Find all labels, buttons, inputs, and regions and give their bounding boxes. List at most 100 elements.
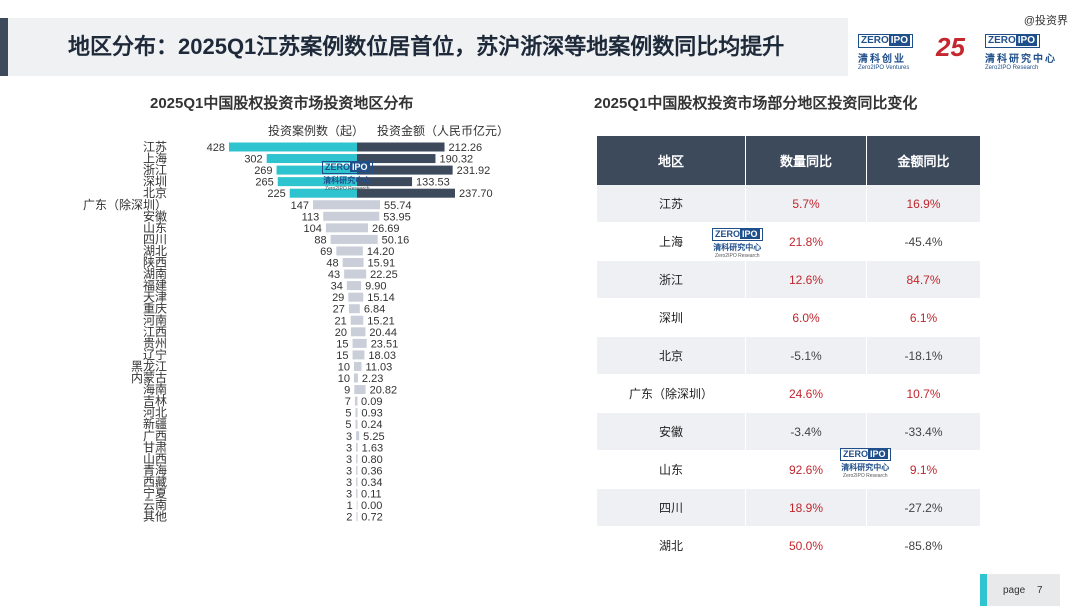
- amount-bar: [357, 234, 378, 244]
- amount-bar: [357, 431, 360, 441]
- count-bar: [348, 292, 357, 302]
- amount-yoy-cell: -85.8%: [866, 526, 980, 565]
- count-value-label: 43: [328, 269, 340, 281]
- region-label: 安徽: [143, 208, 167, 223]
- region-label: 新疆: [143, 416, 167, 431]
- amount-yoy-cell: 84.7%: [866, 260, 980, 299]
- page-accent-bar: [980, 574, 987, 606]
- count-value-label: 147: [291, 200, 309, 212]
- count-value-label: 269: [254, 165, 272, 177]
- count-bar: [325, 223, 357, 233]
- table-header-row: 地区 数量同比 金额同比: [597, 136, 980, 185]
- region-cell: 深圳: [597, 298, 746, 337]
- amount-yoy-cell: 10.7%: [866, 374, 980, 413]
- amount-value-label: 231.92: [457, 165, 491, 177]
- count-value-label: 9: [344, 385, 350, 397]
- region-label: 内蒙古: [131, 370, 167, 385]
- amount-bar: [357, 315, 364, 325]
- amount-bar: [357, 154, 436, 164]
- title-band: [8, 18, 848, 76]
- amount-bar: [357, 327, 366, 337]
- region-cell: 北京: [597, 336, 746, 375]
- watermark: @投资界: [1023, 15, 1068, 27]
- count-bar: [351, 327, 357, 337]
- region-label: 深圳: [143, 175, 167, 189]
- region-label: 山东: [143, 221, 167, 235]
- count-bar: [313, 200, 357, 210]
- count-bar: [356, 489, 357, 498]
- amount-bar: [357, 361, 362, 371]
- count-value-label: 15: [336, 350, 348, 362]
- amount-bar: [357, 396, 358, 406]
- table-watermark-stamp-1: ZERO IPO 清科研究中心 Zero2IPO Research: [712, 228, 763, 259]
- region-cell: 湖北: [597, 526, 746, 565]
- anniversary-25-logo: 25: [936, 32, 965, 62]
- region-label: 河南: [143, 312, 167, 327]
- table-row: 浙江 12.6% 84.7%: [597, 260, 980, 299]
- count-value-label: 3: [346, 442, 352, 454]
- count-value-label: 302: [244, 154, 262, 166]
- amount-value-label: 0.09: [361, 396, 382, 408]
- region-label: 四川: [143, 232, 167, 246]
- amount-value-label: 50.16: [382, 234, 410, 246]
- amount-value-label: 15.21: [367, 315, 395, 327]
- amount-value-label: 0.00: [361, 500, 382, 512]
- count-value-label: 5: [345, 408, 351, 420]
- amount-bar: [357, 477, 358, 487]
- amount-value-label: 6.84: [364, 304, 385, 316]
- amount-yoy-cell: -27.2%: [866, 488, 980, 527]
- amount-value-label: 133.53: [416, 177, 450, 189]
- count-bar: [323, 211, 357, 221]
- amount-bar: [357, 269, 367, 279]
- amount-value-label: 53.95: [383, 211, 411, 223]
- count-yoy-cell: -5.1%: [745, 336, 867, 375]
- count-value-label: 3: [346, 489, 352, 501]
- amount-yoy-cell: -33.4%: [866, 412, 980, 451]
- count-yoy-cell: 24.6%: [745, 374, 867, 413]
- count-value-label: 2: [346, 512, 352, 524]
- header-count-yoy: 数量同比: [745, 136, 867, 185]
- count-bar: [355, 408, 357, 418]
- amount-value-label: 9.90: [365, 281, 386, 293]
- region-label: 其他: [143, 510, 167, 524]
- count-value-label: 1: [347, 500, 353, 512]
- count-value-label: 34: [331, 281, 343, 293]
- count-value-label: 20: [335, 327, 347, 339]
- region-label: 青海: [143, 462, 167, 477]
- amount-value-label: 22.25: [370, 269, 398, 281]
- amount-bar: [357, 373, 358, 383]
- count-value-label: 265: [255, 177, 273, 189]
- count-bar: [350, 315, 357, 325]
- amount-value-label: 0.24: [361, 419, 382, 431]
- region-label: 江苏: [143, 140, 167, 154]
- header-region: 地区: [597, 136, 746, 185]
- region-label: 重庆: [143, 302, 167, 316]
- table-row: 湖北 50.0% -85.8%: [597, 526, 980, 565]
- count-yoy-cell: 5.7%: [745, 185, 867, 223]
- amount-bar: [357, 489, 358, 498]
- count-yoy-cell: 21.8%: [745, 222, 867, 261]
- amount-value-label: 15.14: [367, 292, 395, 304]
- amount-value-label: 14.20: [367, 246, 395, 258]
- count-bar: [352, 338, 357, 348]
- amount-bar: [357, 419, 358, 429]
- region-label: 陕西: [143, 255, 167, 270]
- amount-bar: [357, 350, 365, 360]
- count-yoy-cell: 6.0%: [745, 298, 867, 337]
- count-yoy-cell: 12.6%: [745, 260, 867, 299]
- chart-watermark-stamp: ZERO IPO 清科研究中心 Zero2IPO Research: [322, 161, 373, 192]
- zero2ipo-research-logo: ZERO IPO 清科研究中心 Zero2IPO Research: [985, 34, 1057, 71]
- region-label: 湖南: [143, 266, 167, 281]
- region-cell: 江苏: [597, 185, 746, 223]
- amount-value-label: 55.74: [384, 200, 412, 212]
- amount-value-label: 20.44: [369, 327, 397, 339]
- region-label: 贵州: [143, 336, 167, 350]
- count-value-label: 88: [314, 234, 326, 246]
- amount-bar: [357, 442, 358, 452]
- region-label: 甘肃: [143, 440, 167, 454]
- count-bar: [330, 234, 357, 244]
- amount-bar: [357, 292, 364, 302]
- count-value-label: 21: [334, 315, 346, 327]
- amount-bar: [357, 258, 364, 267]
- region-label: 宁夏: [143, 486, 167, 501]
